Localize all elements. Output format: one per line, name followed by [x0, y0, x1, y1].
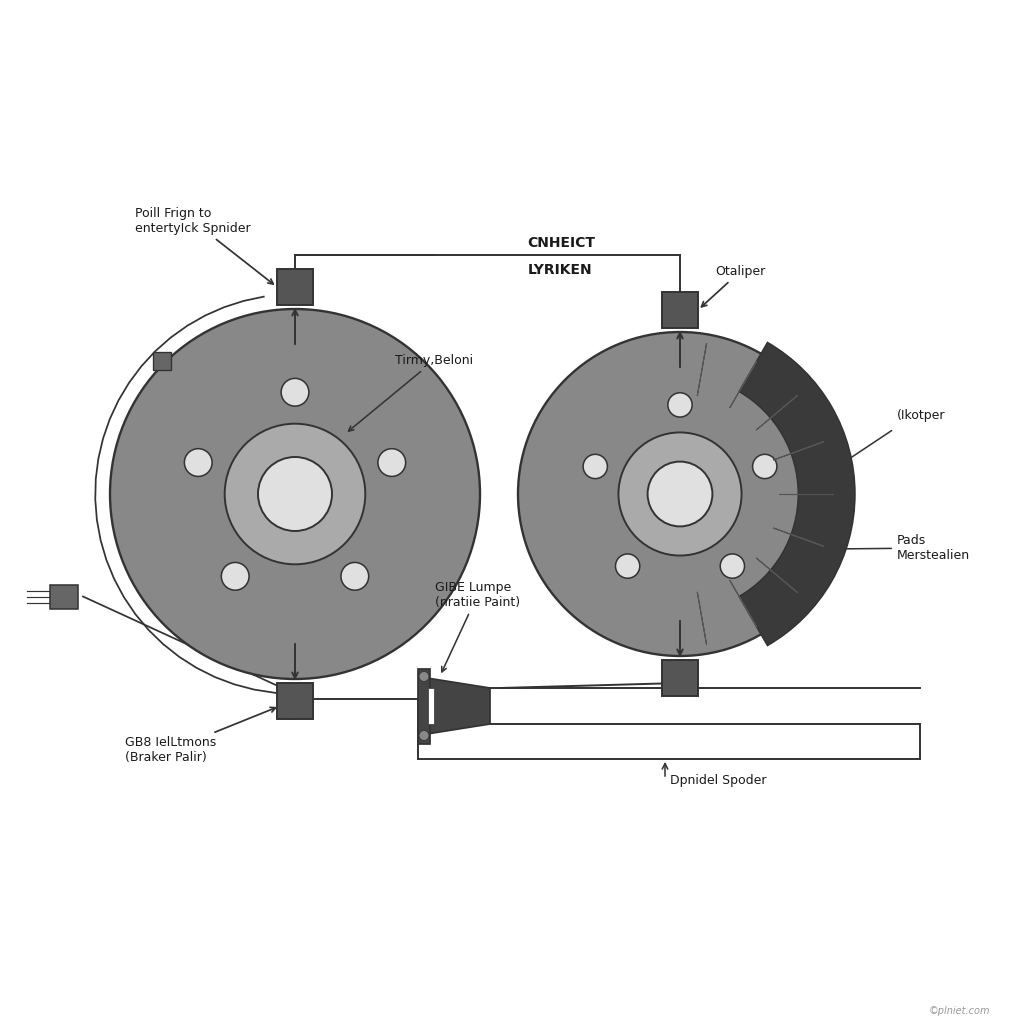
- Circle shape: [419, 730, 429, 740]
- Circle shape: [753, 455, 777, 478]
- Text: CNHEICT: CNHEICT: [527, 236, 596, 250]
- Polygon shape: [756, 395, 798, 430]
- Circle shape: [224, 424, 366, 564]
- Circle shape: [720, 554, 744, 579]
- Text: Pads
Merstealien: Pads Merstealien: [834, 534, 970, 562]
- Text: Dpnidel Spoder: Dpnidel Spoder: [670, 774, 767, 787]
- Polygon shape: [730, 361, 757, 408]
- Circle shape: [184, 449, 212, 476]
- Bar: [428, 688, 434, 724]
- Polygon shape: [773, 528, 824, 547]
- Text: Tirmy,Beloni: Tirmy,Beloni: [348, 354, 473, 431]
- Text: ©plniet.com: ©plniet.com: [929, 1006, 990, 1016]
- Bar: [662, 292, 698, 328]
- Circle shape: [419, 672, 429, 682]
- Bar: [153, 352, 171, 370]
- Bar: [278, 683, 313, 719]
- Bar: [50, 585, 78, 608]
- Bar: [418, 669, 430, 743]
- Circle shape: [221, 562, 249, 590]
- Polygon shape: [730, 580, 757, 627]
- Circle shape: [110, 309, 480, 679]
- Polygon shape: [756, 558, 798, 593]
- Circle shape: [583, 455, 607, 478]
- Circle shape: [378, 449, 406, 476]
- Polygon shape: [697, 592, 707, 645]
- Text: GB8 IelLtmons
(Braker Palir): GB8 IelLtmons (Braker Palir): [125, 708, 275, 764]
- Polygon shape: [430, 679, 490, 733]
- Circle shape: [618, 432, 741, 556]
- Circle shape: [282, 379, 309, 407]
- Text: Otaliper: Otaliper: [701, 265, 765, 307]
- Polygon shape: [773, 441, 824, 460]
- Circle shape: [647, 462, 713, 526]
- Bar: [662, 660, 698, 696]
- Text: Poill Frign to
entertyIck Spnider: Poill Frign to entertyIck Spnider: [135, 207, 273, 284]
- Wedge shape: [739, 342, 855, 645]
- Circle shape: [518, 332, 842, 656]
- Text: LYRIKEN: LYRIKEN: [527, 263, 592, 278]
- Text: GIBΕ Lumpe
(nratiie Paint): GIBΕ Lumpe (nratiie Paint): [435, 581, 520, 672]
- Text: (Ikotper: (Ikotper: [897, 409, 945, 422]
- Circle shape: [258, 457, 332, 531]
- Circle shape: [341, 562, 369, 590]
- Circle shape: [668, 393, 692, 417]
- Circle shape: [615, 554, 640, 579]
- Bar: [278, 269, 313, 305]
- Polygon shape: [697, 343, 707, 396]
